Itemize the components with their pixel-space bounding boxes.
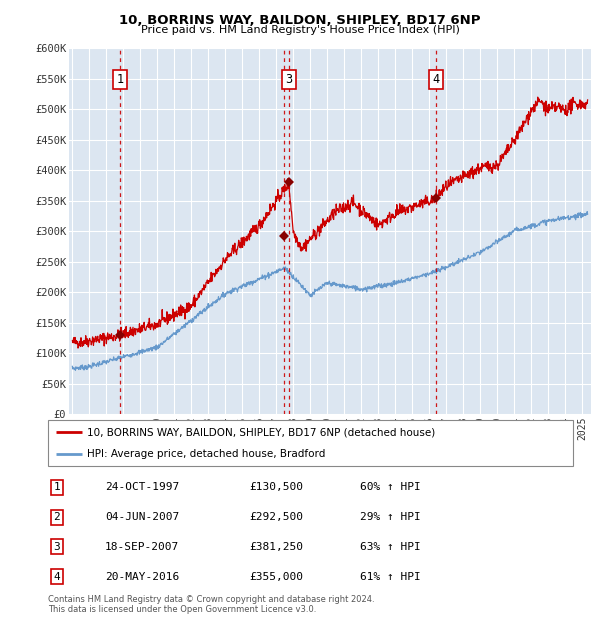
Text: 2: 2 (53, 512, 61, 522)
Text: £381,250: £381,250 (249, 542, 303, 552)
Text: £130,500: £130,500 (249, 482, 303, 492)
Text: 4: 4 (433, 73, 439, 86)
Text: 18-SEP-2007: 18-SEP-2007 (105, 542, 179, 552)
Text: Contains HM Land Registry data © Crown copyright and database right 2024.
This d: Contains HM Land Registry data © Crown c… (48, 595, 374, 614)
Text: 61% ↑ HPI: 61% ↑ HPI (360, 572, 421, 582)
Text: 29% ↑ HPI: 29% ↑ HPI (360, 512, 421, 522)
Text: 04-JUN-2007: 04-JUN-2007 (105, 512, 179, 522)
Text: £292,500: £292,500 (249, 512, 303, 522)
Text: Price paid vs. HM Land Registry's House Price Index (HPI): Price paid vs. HM Land Registry's House … (140, 25, 460, 35)
Text: £355,000: £355,000 (249, 572, 303, 582)
Text: 3: 3 (285, 73, 292, 86)
Text: 1: 1 (117, 73, 124, 86)
Text: 24-OCT-1997: 24-OCT-1997 (105, 482, 179, 492)
Text: 1: 1 (53, 482, 61, 492)
FancyBboxPatch shape (48, 420, 573, 466)
Text: 4: 4 (53, 572, 61, 582)
Text: HPI: Average price, detached house, Bradford: HPI: Average price, detached house, Brad… (88, 449, 326, 459)
Text: 60% ↑ HPI: 60% ↑ HPI (360, 482, 421, 492)
Text: 10, BORRINS WAY, BAILDON, SHIPLEY, BD17 6NP (detached house): 10, BORRINS WAY, BAILDON, SHIPLEY, BD17 … (88, 427, 436, 437)
Text: 10, BORRINS WAY, BAILDON, SHIPLEY, BD17 6NP: 10, BORRINS WAY, BAILDON, SHIPLEY, BD17 … (119, 14, 481, 27)
Text: 3: 3 (53, 542, 61, 552)
Text: 63% ↑ HPI: 63% ↑ HPI (360, 542, 421, 552)
Text: 20-MAY-2016: 20-MAY-2016 (105, 572, 179, 582)
